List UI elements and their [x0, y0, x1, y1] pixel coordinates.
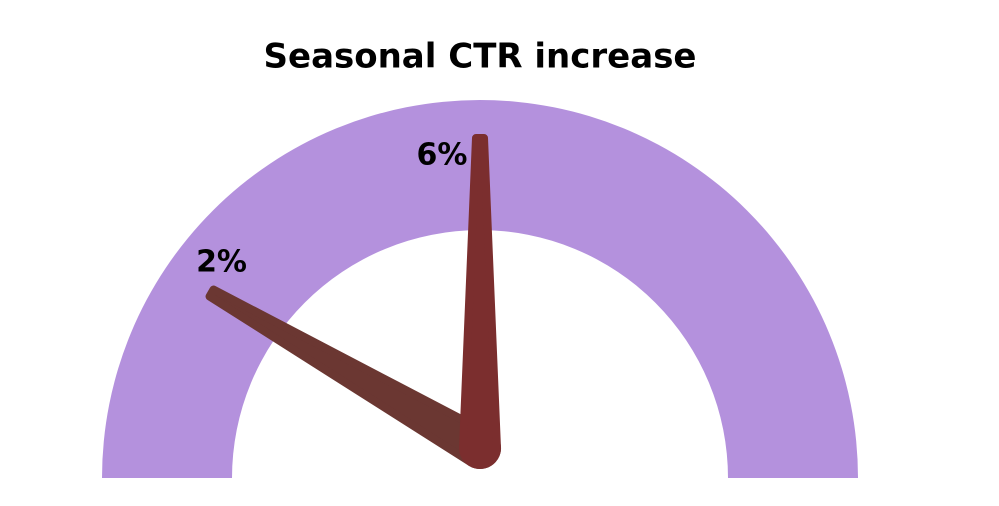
needle: [459, 134, 501, 469]
gauge-band: [102, 100, 858, 478]
value-label: 6%: [417, 138, 468, 173]
value-label: 2%: [196, 245, 247, 280]
chart-title: Seasonal CTR increase: [264, 37, 697, 77]
